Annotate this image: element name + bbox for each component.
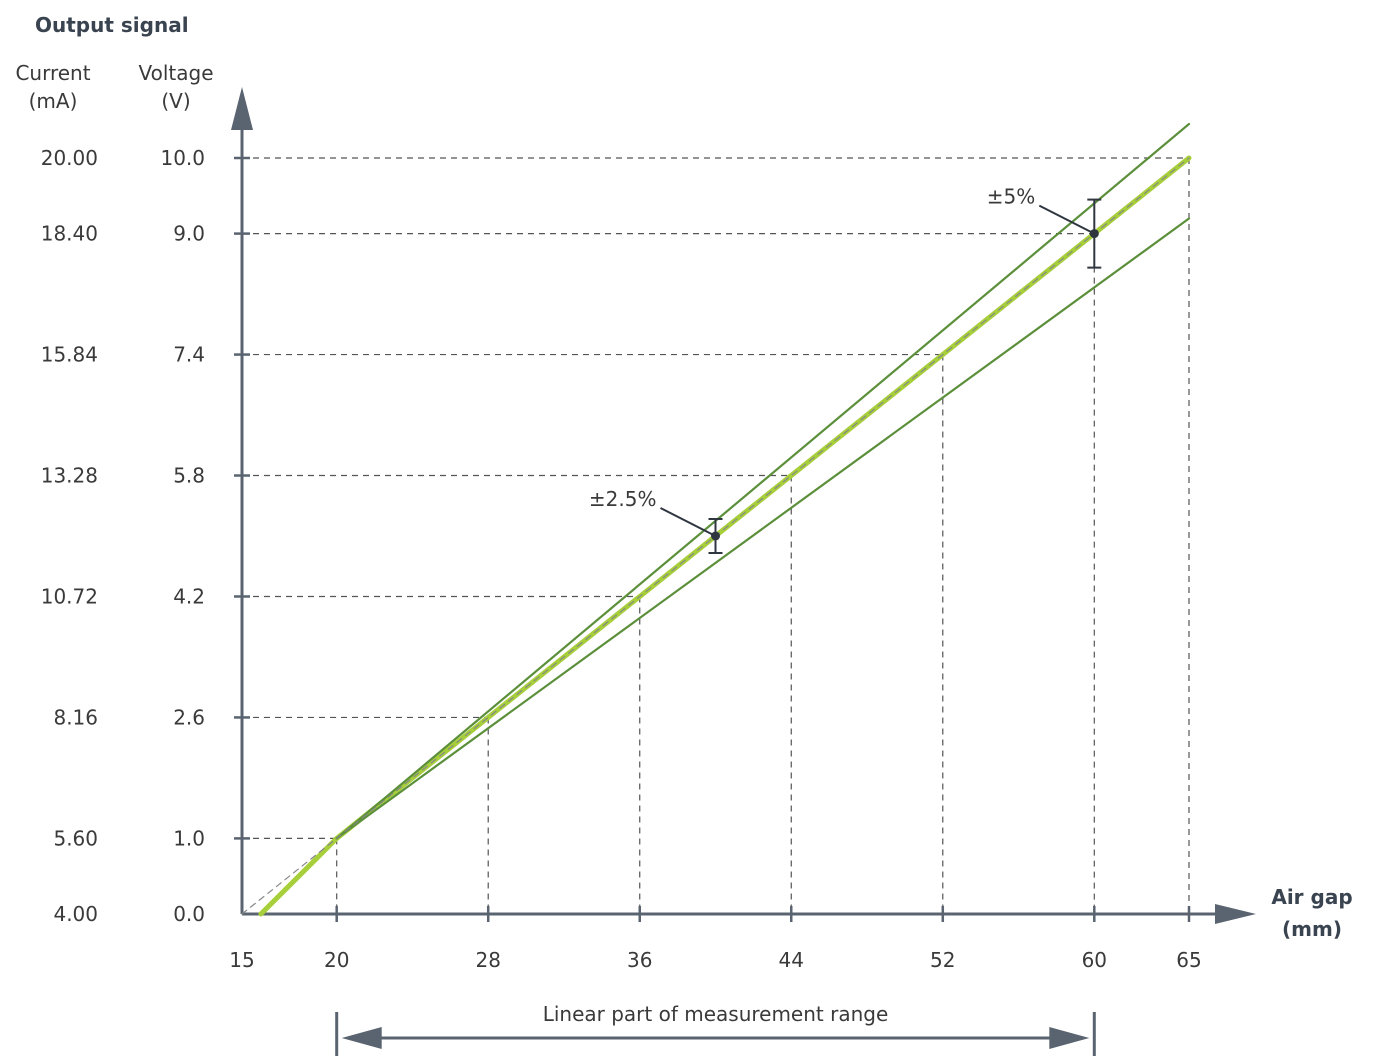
range-arrowhead-right bbox=[1049, 1027, 1090, 1049]
y-tick-label-current: 13.28 bbox=[41, 464, 98, 488]
x-axis-arrowhead bbox=[1215, 904, 1256, 924]
labels: 15 20 28 36 44 52 60 65 0.0 4.00 1.0 5.60 2.6 8.16 4.2… bbox=[15, 13, 1352, 1026]
y-tick-label-current: 15.84 bbox=[41, 343, 98, 367]
leader-line bbox=[1038, 204, 1095, 235]
x-tick-label: 60 bbox=[1082, 948, 1107, 972]
tolerance-label: ±5% bbox=[987, 185, 1036, 209]
tolerance-label: ±2.5% bbox=[589, 487, 657, 511]
y-tick-label-current: 8.16 bbox=[53, 705, 98, 729]
y-voltage-unit: (V) bbox=[161, 89, 190, 113]
x-tick-label: 28 bbox=[475, 948, 500, 972]
range-label: Linear part of measurement range bbox=[543, 1002, 889, 1026]
x-tick-label: 20 bbox=[324, 948, 349, 972]
range-arrowhead-left bbox=[341, 1027, 382, 1049]
y-tick-label-voltage: 0.0 bbox=[173, 902, 205, 926]
x-axis-label: Air gap bbox=[1271, 885, 1352, 909]
series-upper-tolerance bbox=[335, 122, 1191, 840]
y-axis-arrowhead bbox=[231, 87, 253, 130]
y-tick-label-voltage: 9.0 bbox=[173, 222, 205, 246]
annotations: ±2.5% ±5% bbox=[335, 185, 1102, 1056]
x-axis-unit: (mm) bbox=[1282, 917, 1342, 941]
y-tick-label-current: 4.00 bbox=[53, 902, 98, 926]
dashed-guides bbox=[242, 157, 1190, 914]
y-current-unit: (mA) bbox=[29, 89, 78, 113]
y-tick-label-voltage: 1.0 bbox=[173, 826, 205, 850]
y-voltage-label: Voltage bbox=[138, 61, 213, 85]
chart-title: Output signal bbox=[35, 13, 189, 37]
x-tick-label: 44 bbox=[779, 948, 804, 972]
x-tick-label: 52 bbox=[930, 948, 955, 972]
series-lower-tolerance bbox=[335, 217, 1191, 840]
y-tick-label-current: 5.60 bbox=[53, 826, 98, 850]
x-tick-label: 36 bbox=[627, 948, 652, 972]
y-tick-label-voltage: 2.6 bbox=[173, 705, 205, 729]
y-tick-label-voltage: 4.2 bbox=[173, 584, 205, 608]
y-tick-label-current: 18.40 bbox=[41, 222, 98, 246]
y-tick-label-voltage: 5.8 bbox=[173, 464, 205, 488]
leader-line bbox=[660, 507, 716, 537]
axes bbox=[231, 87, 1256, 924]
y-tick-label-voltage: 7.4 bbox=[173, 343, 205, 367]
y-current-label: Current bbox=[15, 61, 90, 85]
y-tick-label-current: 20.00 bbox=[41, 146, 98, 170]
y-tick-label-current: 10.72 bbox=[41, 584, 98, 608]
series-signal bbox=[258, 155, 1192, 917]
x-tick-label: 15 bbox=[229, 948, 254, 972]
y-tick-label-voltage: 10.0 bbox=[160, 146, 205, 170]
x-tick-label: 65 bbox=[1176, 948, 1201, 972]
